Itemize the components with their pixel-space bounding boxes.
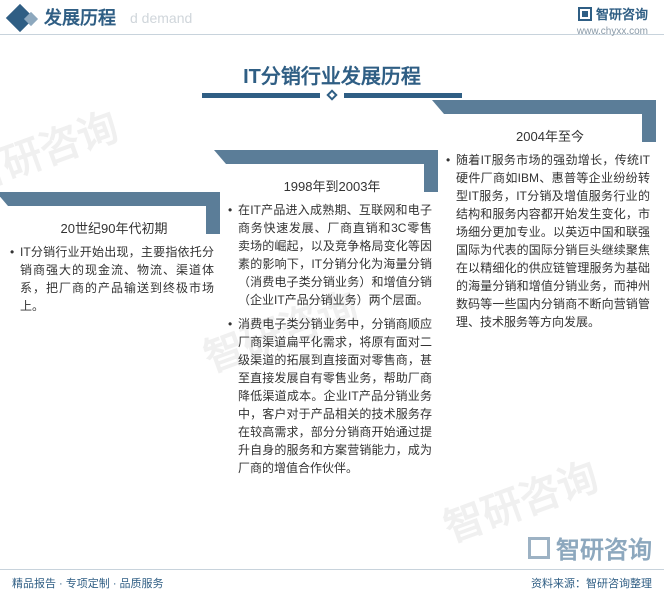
page-footer: 智研咨询 精品报告 · 专项定制 · 品质服务 资料来源：智研咨询整理 — [0, 569, 664, 595]
period-paragraph: 消费电子类分销业务中，分销商顺应厂商渠道扁平化需求，将原有面对二级渠道的拓展到直… — [238, 315, 432, 477]
brand-logo-icon — [578, 7, 592, 21]
footer-left-text: 精品报告 · 专项定制 · 品质服务 — [12, 575, 164, 591]
header-title: 发展历程 — [44, 4, 116, 30]
footer-brand-icon — [528, 537, 550, 559]
brand-logo: 智研咨询 — [578, 4, 648, 23]
timeline-col-1: 20世纪90年代初期 IT分销行业开始出现，主要指依托分销商强大的现金流、物流、… — [8, 212, 220, 321]
period-paragraph: IT分销行业开始出现，主要指依托分销商强大的现金流、物流、渠道体系，把厂商的产品… — [20, 243, 214, 315]
page-header: 发展历程 d demand — [0, 0, 664, 50]
period-body: 在IT产品进入成熟期、互联网和电子商务快速发展、厂商直销和3C零售卖场的崛起，以… — [226, 201, 438, 477]
period-paragraph: 在IT产品进入成熟期、互联网和电子商务快速发展、厂商直销和3C零售卖场的崛起，以… — [238, 201, 432, 309]
period-body: 随着IT服务市场的强劲增长，传统IT硬件厂商如IBM、惠普等企业纷纷转型IT服务… — [444, 151, 656, 331]
period-paragraph: 随着IT服务市场的强劲增长，传统IT硬件厂商如IBM、惠普等企业纷纷转型IT服务… — [456, 151, 650, 331]
brand-name: 智研咨询 — [596, 4, 648, 23]
timeline-col-2: 1998年到2003年 在IT产品进入成熟期、互联网和电子商务快速发展、厂商直销… — [226, 170, 438, 483]
period-label: 2004年至今 — [444, 126, 656, 145]
period-label: 20世纪90年代初期 — [8, 218, 220, 237]
main-title: IT分销行业发展历程 — [243, 56, 421, 93]
footer-brand-name: 智研咨询 — [556, 530, 652, 565]
footer-brand-logo: 智研咨询 — [528, 530, 652, 565]
timeline-col-3: 2004年至今 随着IT服务市场的强劲增长，传统IT硬件厂商如IBM、惠普等企业… — [444, 120, 656, 337]
header-divider — [0, 34, 664, 35]
timeline-columns: 20世纪90年代初期 IT分销行业开始出现，主要指依托分销商强大的现金流、物流、… — [8, 120, 656, 555]
brand-url: www.chyxx.com — [577, 26, 648, 37]
period-body: IT分销行业开始出现，主要指依托分销商强大的现金流、物流、渠道体系，把厂商的产品… — [8, 243, 220, 315]
period-label: 1998年到2003年 — [226, 176, 438, 195]
main-title-block: IT分销行业发展历程 — [0, 56, 664, 93]
footer-right-text: 资料来源：智研咨询整理 — [531, 575, 652, 591]
header-ghost-text: d demand — [130, 10, 192, 26]
brand-block: 智研咨询 www.chyxx.com — [577, 4, 648, 37]
